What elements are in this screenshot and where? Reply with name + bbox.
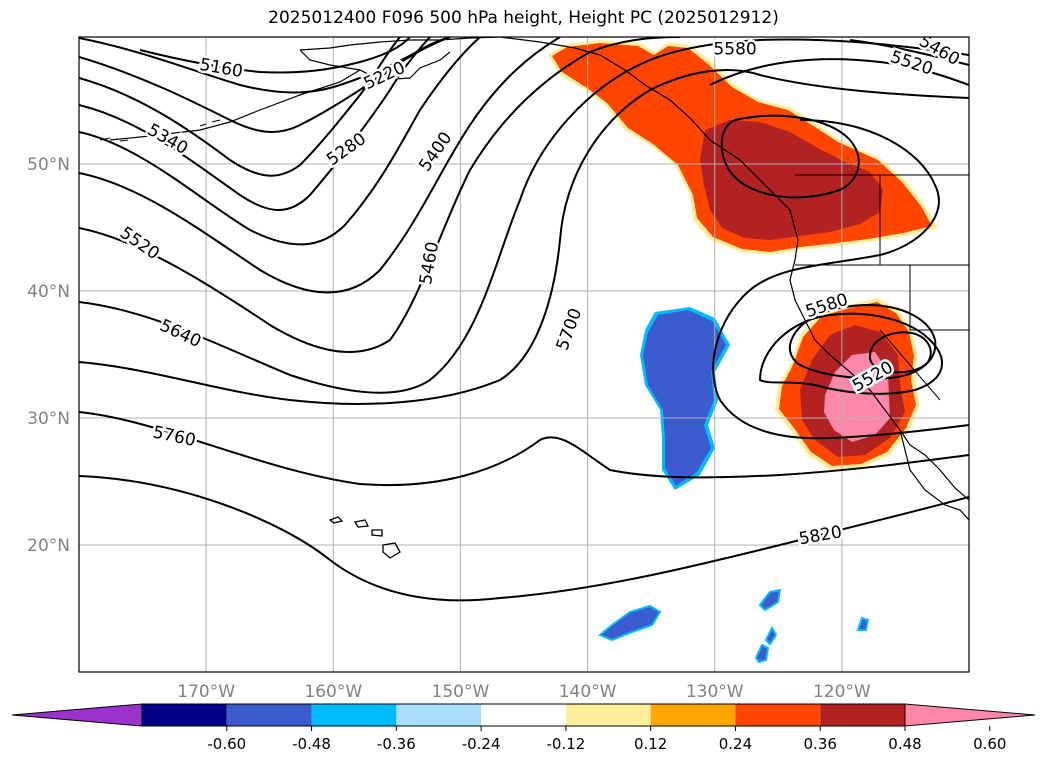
positive-anomaly-california bbox=[775, 298, 920, 470]
map-title: 2025012400 F096 500 hPa height, Height P… bbox=[268, 8, 779, 28]
contour-5460 bbox=[79, 37, 481, 246]
contour-5520 bbox=[79, 37, 561, 294]
latitude-tick-labels: 50°N 40°N 30°N 20°N bbox=[27, 155, 70, 556]
colorbar-segment bbox=[396, 704, 482, 726]
lon-tick-label: 120°W bbox=[813, 682, 871, 702]
contour-label: 5460 bbox=[414, 238, 446, 289]
colorbar-tick-label: 0.48 bbox=[888, 735, 921, 753]
contour-5400-cutoff bbox=[868, 331, 932, 374]
lon-tick-label: 150°W bbox=[432, 682, 490, 702]
anomaly-negative-small bbox=[754, 643, 770, 664]
contour-label: 5580 bbox=[711, 37, 759, 62]
colorbar-tick-label: 0.36 bbox=[804, 735, 837, 753]
contour-5700 bbox=[79, 69, 969, 405]
contour-5640 bbox=[79, 38, 969, 394]
contour-5460-ridge bbox=[849, 39, 969, 66]
negative-anomaly bbox=[598, 307, 870, 664]
lon-tick-label: 130°W bbox=[686, 682, 744, 702]
contour-5280 bbox=[79, 37, 451, 133]
colorbar-tick-label: -0.24 bbox=[462, 735, 501, 753]
contour-5580-trough bbox=[712, 119, 969, 440]
colorbar-segment bbox=[481, 704, 566, 726]
contour-label: 5400 bbox=[413, 126, 459, 178]
colorbar-outline bbox=[141, 703, 906, 727]
coastline-gulf-of-alaska bbox=[499, 37, 799, 241]
lon-tick-label: 160°W bbox=[304, 682, 362, 702]
colorbar-tick-label: 0.24 bbox=[719, 735, 752, 753]
contour-5520-ridge bbox=[709, 58, 969, 86]
plot-frame bbox=[78, 36, 970, 673]
colorbar-segment bbox=[820, 704, 905, 726]
colorbar-segment bbox=[311, 704, 397, 726]
anomaly-mid bbox=[700, 120, 883, 240]
coastline-west-us bbox=[789, 239, 969, 501]
contour-label-text: 5580 bbox=[713, 39, 756, 59]
contour-label-text: 5460 bbox=[416, 240, 443, 286]
colorbar-segment bbox=[565, 704, 651, 726]
anomaly-high bbox=[824, 352, 890, 442]
lat-tick-label: 40°N bbox=[27, 282, 70, 302]
lat-tick-label: 50°N bbox=[27, 155, 70, 175]
anomaly-negative-small bbox=[598, 604, 662, 642]
contour-5220 bbox=[79, 37, 451, 94]
contour-label: 5760 bbox=[148, 420, 199, 454]
anomaly-negative-small bbox=[764, 625, 778, 646]
lat-tick-label: 20°N bbox=[27, 536, 70, 556]
lat-tick-label: 30°N bbox=[27, 409, 70, 429]
colorbar-tick-label: -0.48 bbox=[292, 735, 331, 753]
longitude-tick-labels: 170°W 160°W 150°W 140°W 130°W 120°W bbox=[177, 682, 871, 702]
contour-label: 5340 bbox=[141, 117, 193, 161]
contour-5580 bbox=[79, 37, 681, 353]
colorbar-extend-low bbox=[11, 703, 143, 727]
coastline-alaska bbox=[109, 37, 501, 141]
colorbar-segment bbox=[142, 704, 227, 726]
contour-label-text: 5640 bbox=[156, 316, 204, 352]
colorbar-tick-label: -0.36 bbox=[377, 735, 416, 753]
contour-5820 bbox=[79, 475, 969, 602]
contour-label-text: 5760 bbox=[151, 422, 197, 451]
colorbar: -0.60 -0.48 -0.36 -0.24 -0.12 0.12 0.24 0.36 0.4… bbox=[11, 703, 1036, 753]
contour-label-text: 5220 bbox=[361, 58, 409, 94]
contour-5760 bbox=[79, 411, 969, 487]
contour-label-text: 5340 bbox=[144, 120, 191, 159]
colorbar-tick-label: -0.12 bbox=[546, 735, 585, 753]
contour-label-text: 5520 bbox=[116, 223, 163, 264]
contour-5460-cutoff bbox=[788, 303, 937, 380]
colorbar-tick-label: 0.12 bbox=[634, 735, 667, 753]
contour-5580-pnw bbox=[720, 114, 860, 199]
colorbar-tick-label: -0.60 bbox=[207, 735, 246, 753]
colorbar-segment bbox=[226, 704, 312, 726]
hawaii-islands bbox=[328, 516, 401, 559]
colorbar-segment bbox=[735, 704, 821, 726]
colorbar-tick-label: 0.60 bbox=[973, 735, 1006, 753]
colorbar-segment bbox=[650, 704, 736, 726]
anomaly-negative-small bbox=[856, 616, 870, 631]
contour-5160 bbox=[139, 37, 411, 74]
lon-tick-label: 140°W bbox=[559, 682, 617, 702]
state-border-canada-us bbox=[795, 174, 969, 401]
lon-tick-label: 170°W bbox=[177, 682, 235, 702]
contour-label-text: 5400 bbox=[415, 128, 456, 175]
anomaly-negative-small bbox=[758, 588, 782, 612]
contour-label: 5700 bbox=[550, 303, 589, 355]
contour-label-text: 5160 bbox=[198, 55, 244, 82]
anomaly-negative-mid bbox=[643, 310, 726, 486]
height-contours bbox=[79, 37, 969, 602]
contour-5400 bbox=[79, 37, 431, 211]
colorbar-extend-high bbox=[904, 703, 1036, 727]
contour-label: 5160 bbox=[196, 52, 247, 84]
contour-label: 5520 bbox=[113, 220, 165, 266]
contour-label: 5640 bbox=[154, 313, 207, 354]
contour-label-text: 5700 bbox=[553, 306, 587, 353]
